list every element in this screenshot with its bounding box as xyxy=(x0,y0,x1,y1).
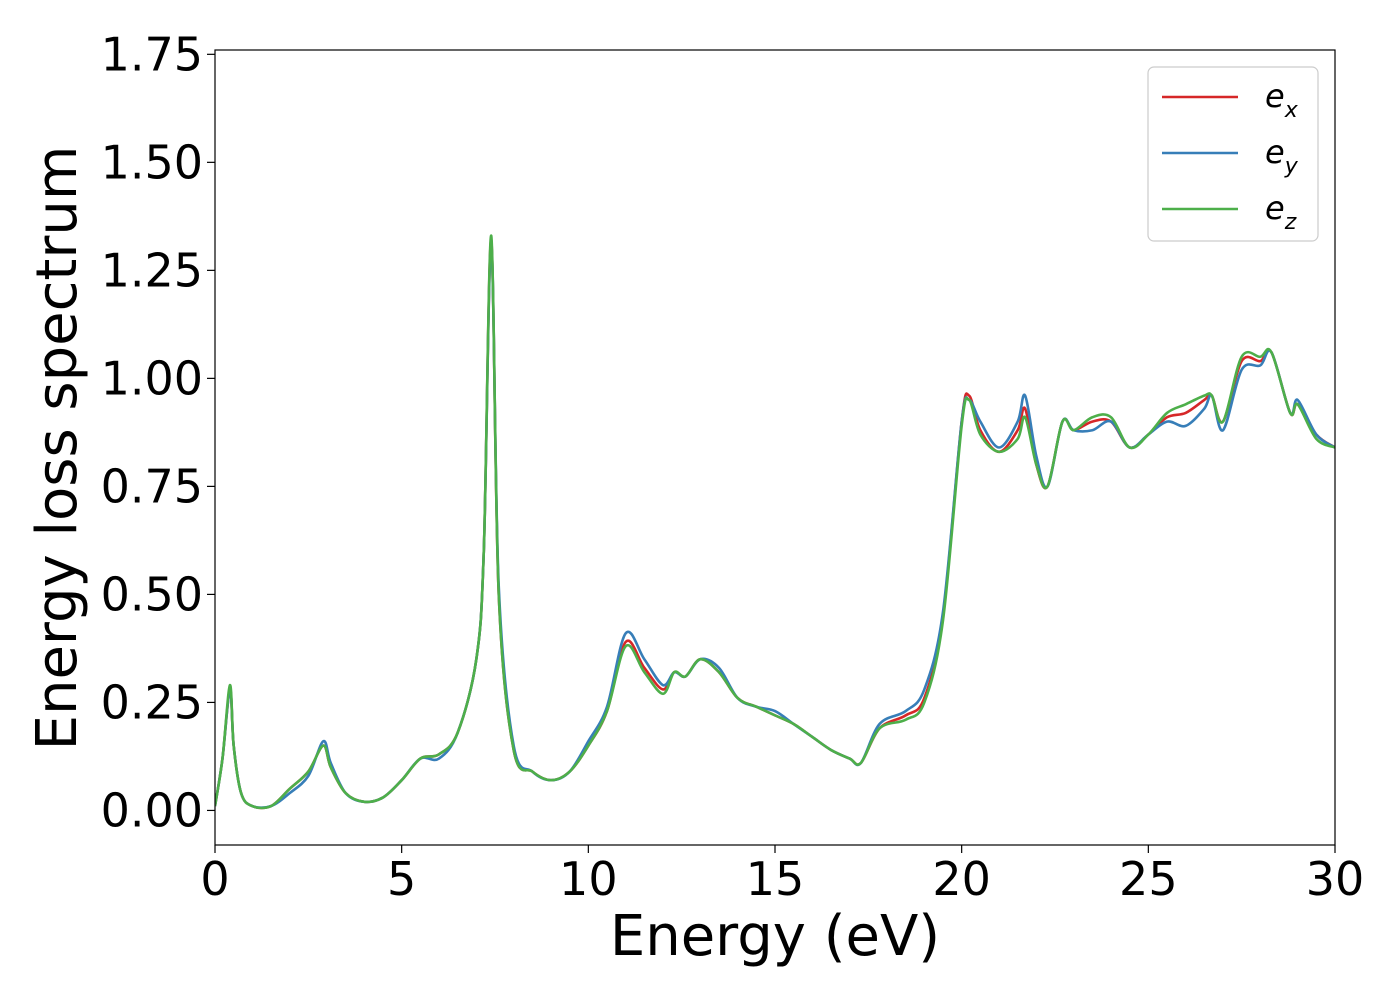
x-axis-title: Energy (eV) xyxy=(610,904,940,969)
x-axis: 0 5 10 15 20 25 30 xyxy=(200,845,1364,906)
y-axis-title: Energy loss spectrum xyxy=(25,146,90,751)
y-tick-label: 1.50 xyxy=(101,135,203,189)
x-tick-label: 5 xyxy=(387,852,416,906)
legend-label-x: ex xyxy=(1265,77,1299,123)
x-tick-label: 15 xyxy=(746,852,805,906)
x-tick-label: 20 xyxy=(932,852,991,906)
y-tick-label: 1.00 xyxy=(101,351,203,405)
legend: ex ey ez xyxy=(1147,66,1319,242)
x-tick-label: 30 xyxy=(1306,852,1365,906)
x-tick-label: 10 xyxy=(559,852,618,906)
x-tick-label: 25 xyxy=(1119,852,1178,906)
y-tick-label: 0.75 xyxy=(101,459,203,513)
y-tick-label: 1.75 xyxy=(101,27,203,81)
series-line-z xyxy=(215,234,1335,810)
y-axis: 0.00 0.25 0.50 0.75 1.00 1.25 1.50 1.75 xyxy=(101,27,215,837)
x-tick-label: 0 xyxy=(200,852,229,906)
y-tick-label: 0.50 xyxy=(101,567,203,621)
y-tick-label: 0.00 xyxy=(101,783,203,837)
legend-label-z: ez xyxy=(1265,189,1297,235)
y-tick-label: 1.25 xyxy=(101,243,203,297)
legend-label-y: ey xyxy=(1265,133,1299,179)
y-tick-label: 0.25 xyxy=(101,675,203,729)
series-line-x xyxy=(215,238,1335,810)
series-line-y xyxy=(215,243,1335,810)
series-layer xyxy=(215,234,1335,810)
